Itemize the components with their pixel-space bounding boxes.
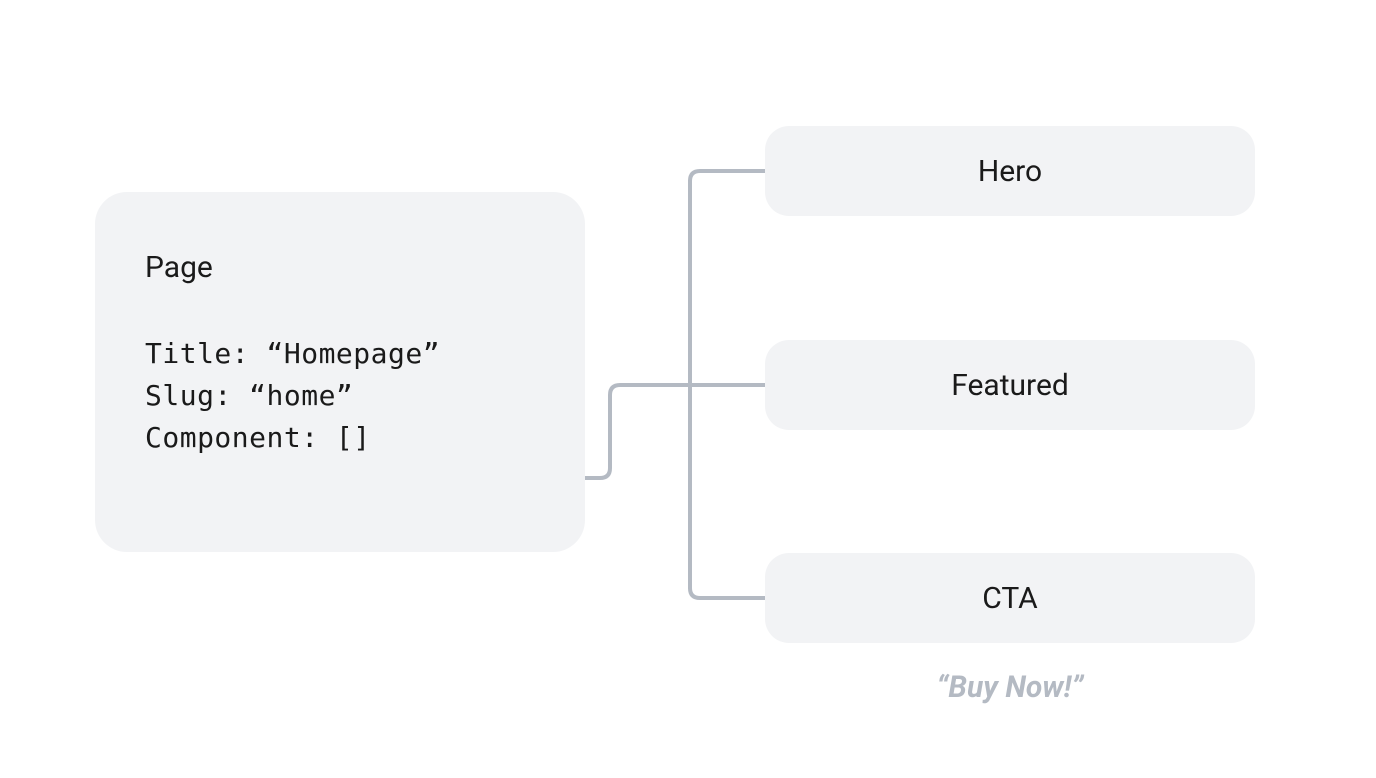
- page-card: Page Title: “Homepage” Slug: “home” Comp…: [95, 192, 585, 552]
- component-node-cta: CTA: [765, 553, 1255, 643]
- component-label: Hero: [978, 154, 1042, 189]
- component-label: Featured: [951, 368, 1069, 403]
- page-field-title: Title: “Homepage”: [145, 333, 535, 375]
- page-field-component: Component: []: [145, 417, 535, 459]
- component-node-featured: Featured: [765, 340, 1255, 430]
- page-field-slug: Slug: “home”: [145, 375, 535, 417]
- cta-caption: “Buy Now!”: [765, 670, 1255, 705]
- component-node-hero: Hero: [765, 126, 1255, 216]
- page-card-title: Page: [145, 250, 535, 285]
- component-label: CTA: [982, 581, 1037, 616]
